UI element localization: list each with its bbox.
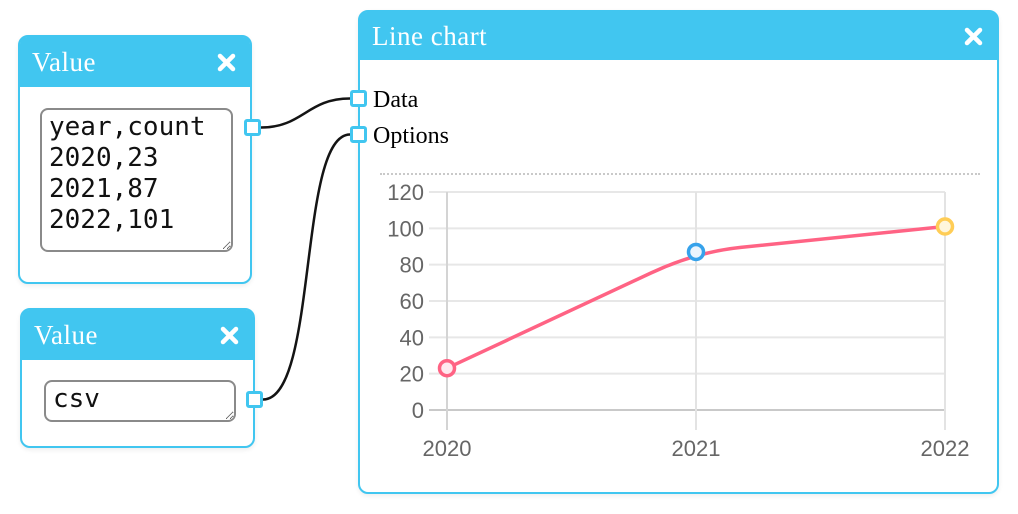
- node-body-separator: [380, 173, 980, 175]
- y-axis-tick-label: 0: [412, 398, 424, 423]
- close-button[interactable]: [214, 50, 238, 74]
- line-chart-svg[interactable]: 0 20 40 60 80 100 120 2020 2021 2022: [358, 10, 999, 494]
- value-node-1-title: Value: [32, 46, 96, 77]
- value-node-2-header[interactable]: Value: [22, 310, 253, 360]
- output-port-value2[interactable]: [246, 391, 263, 408]
- value-node-1: Value year,count 2020,23 2021,87 2022,10…: [18, 35, 252, 284]
- data-point-2021: [686, 242, 706, 262]
- input-label-data: Data: [373, 87, 419, 113]
- y-axis-tick-label: 40: [400, 325, 424, 350]
- close-icon: [217, 53, 235, 71]
- line-chart-node-header[interactable]: Line chart: [360, 12, 997, 60]
- wire-value2-to-options[interactable]: [262, 133, 351, 401]
- line-chart-node: Line chart Data Options 0 20 40 60 80 100 120 2…: [358, 10, 999, 494]
- y-axis-tick-label: 120: [387, 180, 424, 205]
- data-point-2020: [437, 358, 457, 378]
- y-axis-tick-label: 100: [387, 216, 424, 241]
- output-port-value1[interactable]: [244, 119, 261, 136]
- x-axis-tick-label: 2020: [423, 436, 472, 461]
- wire-value1-to-data[interactable]: [260, 97, 351, 129]
- close-icon: [220, 326, 238, 344]
- y-axis-tick-label: 80: [400, 253, 424, 278]
- x-axis-tick-label: 2022: [921, 436, 970, 461]
- value-textarea-csv-data[interactable]: year,count 2020,23 2021,87 2022,101: [40, 108, 233, 252]
- x-axis-tick-label: 2021: [672, 436, 721, 461]
- data-line: [445, 224, 947, 370]
- close-icon: [964, 27, 982, 45]
- value-node-2: Value csv: [20, 308, 255, 448]
- input-port-options[interactable]: [350, 126, 367, 143]
- line-chart-node-title: Line chart: [372, 20, 488, 51]
- value-node-1-header[interactable]: Value: [20, 37, 250, 87]
- value-node-2-title: Value: [34, 319, 98, 350]
- y-axis-tick-label: 20: [400, 362, 424, 387]
- close-button[interactable]: [961, 24, 985, 48]
- input-label-options: Options: [373, 123, 450, 149]
- data-point-2022: [935, 217, 955, 236]
- input-port-data[interactable]: [350, 90, 367, 107]
- value-textarea-format[interactable]: csv: [44, 380, 236, 422]
- y-axis-tick-label: 60: [400, 289, 424, 314]
- close-button[interactable]: [217, 323, 241, 347]
